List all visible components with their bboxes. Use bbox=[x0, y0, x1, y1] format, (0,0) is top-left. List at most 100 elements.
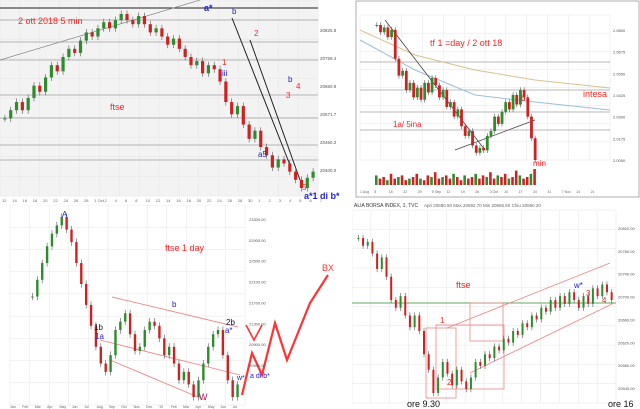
candle bbox=[526, 97, 530, 117]
candle bbox=[90, 32, 94, 37]
volume-bar bbox=[430, 177, 433, 185]
annot-W: W bbox=[199, 392, 208, 402]
volume-bar bbox=[518, 175, 522, 185]
candles bbox=[375, 22, 537, 163]
annot-min: min bbox=[533, 159, 546, 168]
x-tick-label: 20 bbox=[197, 198, 202, 203]
candle bbox=[512, 331, 515, 343]
series-label-ftse: ftse bbox=[456, 280, 471, 290]
x-tick-label: Jan bbox=[10, 405, 16, 409]
ftse-1min-chart: 20820.00 20780.00 20740.00 20700.00 20660.00… bbox=[352, 198, 640, 409]
candle bbox=[65, 217, 68, 230]
candle bbox=[49, 65, 54, 78]
x-tick-label: 24 bbox=[533, 190, 537, 194]
candle bbox=[587, 296, 590, 304]
candle bbox=[14, 102, 19, 111]
candle bbox=[143, 330, 146, 347]
candle bbox=[445, 90, 449, 107]
candle bbox=[530, 315, 533, 328]
volume-bar bbox=[511, 177, 514, 185]
plot-background bbox=[355, 0, 640, 198]
volume-bar bbox=[433, 172, 437, 185]
x-tick-label: 22 bbox=[403, 190, 407, 194]
y-tick-label: 2.0050 bbox=[613, 158, 626, 163]
projection-line bbox=[240, 274, 329, 396]
candle bbox=[172, 346, 176, 364]
ohlc-header: Apri 20680.50 Max 20692.70 Min 20665.50 … bbox=[424, 203, 541, 208]
annot-2b: 2b bbox=[226, 318, 235, 327]
candle bbox=[386, 27, 390, 38]
volume-bar bbox=[437, 178, 441, 185]
candle bbox=[469, 377, 472, 390]
x-tick-label: 7 Nov bbox=[562, 190, 571, 194]
candle bbox=[299, 179, 304, 188]
candle bbox=[573, 292, 576, 300]
candle bbox=[94, 325, 98, 347]
y-tick-label: 21700.00 bbox=[249, 300, 266, 305]
candle bbox=[463, 126, 467, 136]
candle bbox=[452, 102, 456, 117]
volume-bar bbox=[514, 170, 518, 185]
candle bbox=[423, 331, 426, 355]
y-axis-ticks: 20820.00 20780.00 20740.00 20700.00 20660.00… bbox=[618, 226, 635, 391]
volume-bar bbox=[422, 180, 426, 185]
candle bbox=[485, 135, 489, 151]
volume-bar bbox=[489, 172, 492, 185]
candle bbox=[554, 300, 557, 308]
annot-1: 1 bbox=[222, 58, 227, 67]
candle bbox=[504, 102, 508, 112]
candle bbox=[456, 109, 460, 117]
candle bbox=[148, 24, 152, 33]
y-tick-label: 22900.00 bbox=[249, 238, 266, 243]
panel-ftse-1day: 23300.00 22900.00 22500.00 22100.00 21700.00… bbox=[0, 205, 340, 409]
x-tick-label: Jul bbox=[84, 405, 89, 409]
candle bbox=[455, 369, 458, 386]
candle bbox=[465, 381, 468, 390]
candle bbox=[441, 362, 444, 378]
candle bbox=[489, 131, 493, 136]
channel-line bbox=[109, 359, 206, 401]
x-tick-label: Nov bbox=[134, 405, 140, 409]
candle bbox=[99, 346, 103, 364]
candle bbox=[376, 253, 379, 269]
candle bbox=[20, 102, 24, 111]
candle bbox=[32, 85, 36, 98]
candle bbox=[530, 116, 533, 139]
candle bbox=[605, 284, 608, 293]
candle bbox=[36, 279, 39, 297]
volume-bar bbox=[478, 178, 481, 185]
chart-title: ftse 1 day bbox=[165, 243, 205, 253]
volume-bar bbox=[441, 177, 444, 185]
x-tick-label: 19 bbox=[461, 190, 465, 194]
channel-line bbox=[99, 339, 241, 376]
candle bbox=[390, 276, 393, 300]
candle bbox=[197, 380, 200, 397]
trend-line bbox=[231, 17, 291, 166]
candle bbox=[432, 369, 435, 393]
candle bbox=[511, 94, 515, 110]
panel-intesa: 2.0800 2.0675 2.0550 2.0425 2.0300 2.0175 2.00… bbox=[355, 0, 640, 198]
x-tick-label: 12 bbox=[156, 198, 161, 203]
candle bbox=[212, 65, 216, 70]
panel-ftse-1min: 20820.00 20780.00 20740.00 20700.00 20660.00… bbox=[352, 198, 640, 409]
y-tick-label: 2.0800 bbox=[613, 28, 626, 33]
candle bbox=[500, 111, 504, 124]
ftse-5min-chart: 20825.8 20759.4 20660.9 20571.7 20460.2 20400… bbox=[0, 0, 340, 203]
candle bbox=[408, 315, 411, 328]
candle bbox=[60, 217, 63, 226]
y-tick-label: 20660.00 bbox=[618, 317, 635, 322]
candle bbox=[438, 85, 441, 98]
candle bbox=[142, 16, 147, 25]
volume-bar bbox=[411, 177, 415, 185]
y-tick-label: 23300.00 bbox=[249, 217, 266, 222]
candle bbox=[563, 296, 566, 304]
candle bbox=[230, 102, 234, 115]
candle bbox=[559, 296, 562, 308]
candle bbox=[362, 238, 365, 246]
x-tick-label: Aug bbox=[97, 405, 103, 409]
candle bbox=[177, 38, 181, 49]
volume-bar bbox=[408, 178, 411, 185]
candle bbox=[154, 28, 158, 33]
candle bbox=[408, 82, 412, 91]
